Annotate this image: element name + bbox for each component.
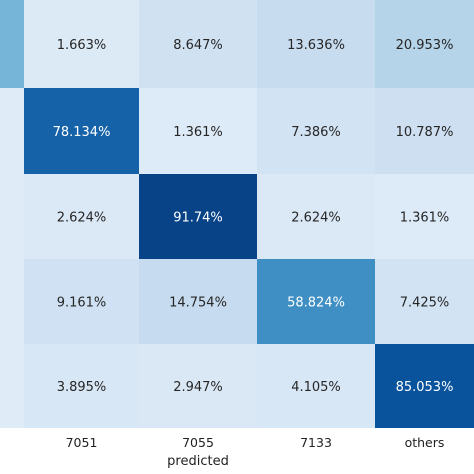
heatmap-cell [24,259,139,344]
heatmap-cell-label: 1.361% [400,211,450,226]
heatmap-cell-label: 3.895% [57,380,107,395]
heatmap-cell [139,344,257,428]
heatmap-cell-label: 13.636% [287,38,345,53]
heatmap-cell-label: 1.361% [173,125,223,140]
heatmap-cell-label: 8.647% [173,38,223,53]
heatmap-cell [257,174,375,259]
heatmap-cell [24,88,139,174]
heatmap-cell-label: 1.663% [57,38,107,53]
heatmap-cell-label: 85.053% [396,380,454,395]
heatmap-cell-label: 78.134% [53,125,111,140]
heatmap-cell [24,344,139,428]
heatmap-cell-label: 7.386% [291,125,341,140]
heatmap-cell-label: 10.787% [396,125,454,140]
x-axis-label: predicted [167,454,229,469]
heatmap-cell-partial [0,88,24,174]
heatmap-cell [139,88,257,174]
heatmap-cell-label: 4.105% [291,380,341,395]
x-tick-label: 7133 [300,435,332,450]
heatmap-cell-label: 14.754% [169,296,227,311]
heatmap-cell [257,0,375,88]
heatmap-cell-label: 7.425% [400,296,450,311]
heatmap-cell [24,0,139,88]
heatmap-cells [0,0,474,428]
heatmap-cell-partial [0,0,24,88]
heatmap-cell [139,259,257,344]
heatmap-cell [139,0,257,88]
x-tick-label: 7055 [182,435,214,450]
heatmap-cell-partial [0,344,24,428]
heatmap-cell-label: 9.161% [57,296,107,311]
heatmap-cell [375,88,474,174]
x-tick-label: 7051 [66,435,98,450]
heatmap-cell-label: 2.624% [291,211,341,226]
heatmap-cell-label: 2.624% [57,211,107,226]
heatmap-cell [375,344,474,428]
heatmap-cell-partial [0,259,24,344]
heatmap-cell-partial [0,174,24,259]
heatmap-cell-label: 91.74% [173,211,223,226]
heatmap-cell [257,344,375,428]
heatmap-cell-label: 20.953% [396,38,454,53]
heatmap-cell [257,259,375,344]
heatmap-cell [375,174,474,259]
heatmap-cell [24,174,139,259]
heatmap-cell [139,174,257,259]
x-tick-label: others [405,435,445,450]
x-axis-ticks: 7051 7055 7133 others [66,435,445,450]
heatmap-cell [375,259,474,344]
heatmap-cell [375,0,474,88]
heatmap-cell-label: 2.947% [173,380,223,395]
heatmap-cell-labels: 1.663% 8.647% 13.636% 20.953% 78.134% 1.361% 7… [53,38,454,395]
heatmap-cell [257,88,375,174]
heatmap-cell-label: 58.824% [287,296,345,311]
